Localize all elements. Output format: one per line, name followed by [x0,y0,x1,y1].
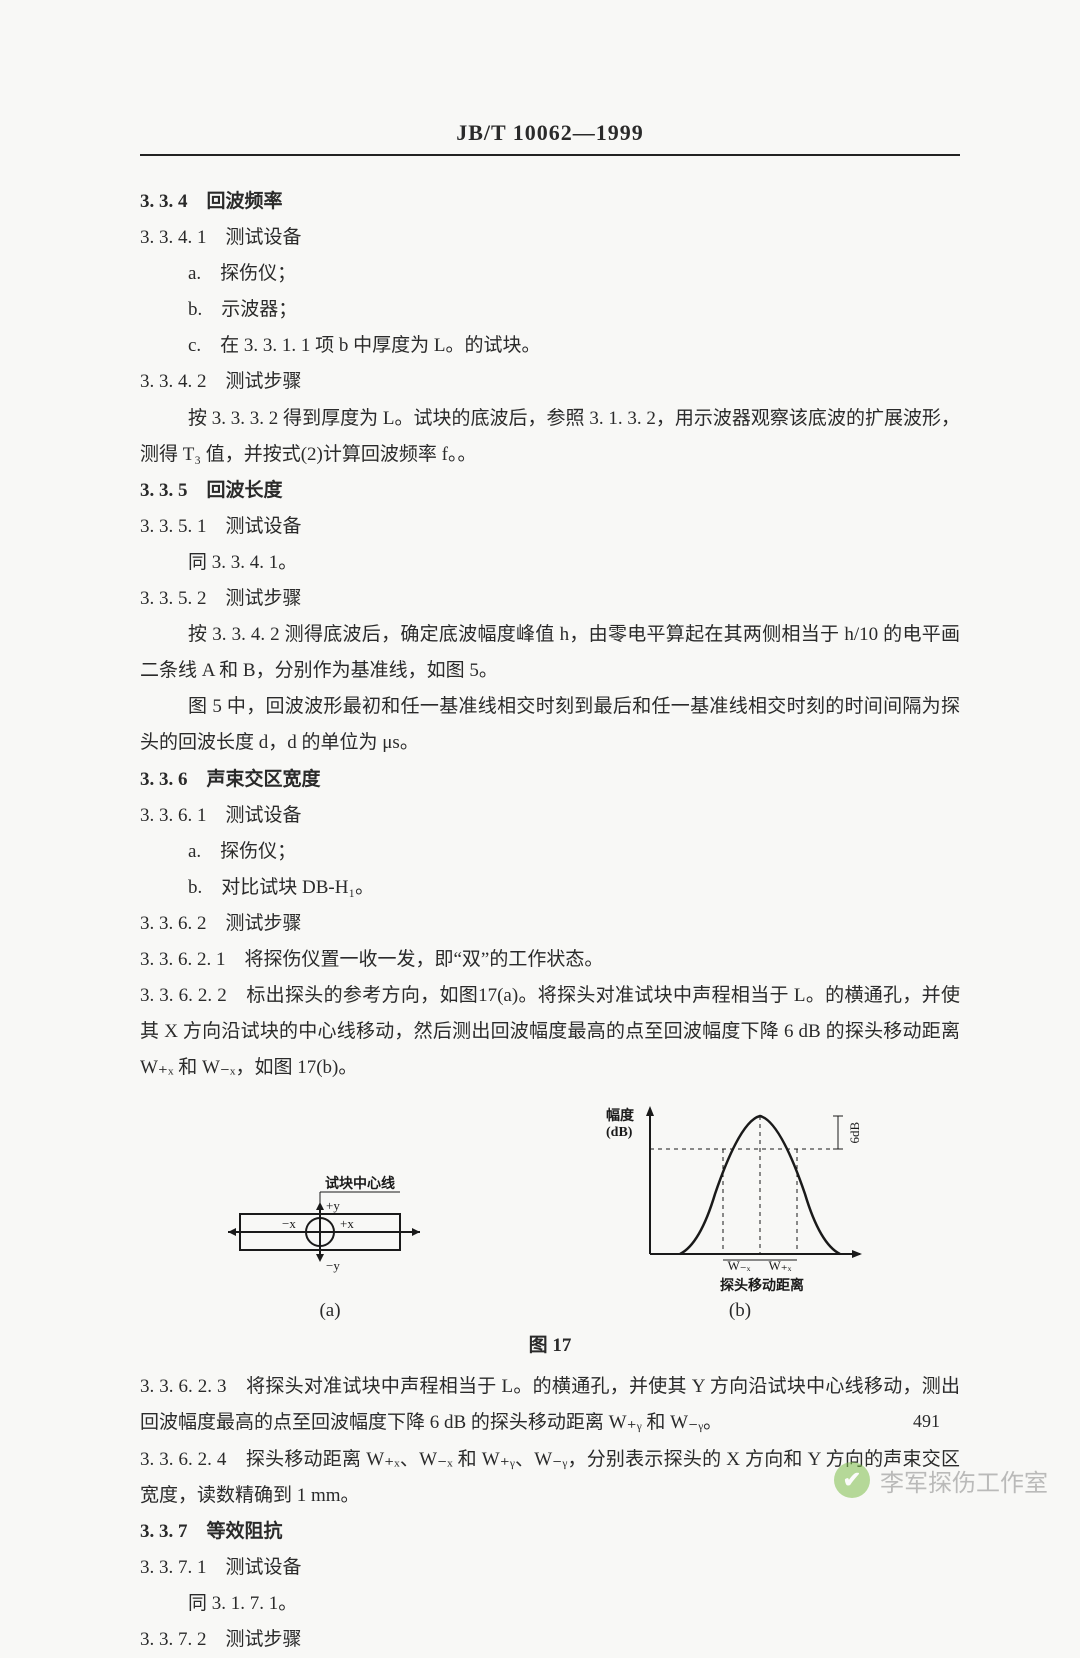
svg-text:(dB): (dB) [606,1125,633,1140]
sec-3-3-6-2-3: 3. 3. 6. 2. 3 将探头对准试块中声程相当于 L。的横通孔，并使其 Y… [140,1369,960,1441]
sec-3-3-6-2-2: 3. 3. 6. 2. 2 标出探头的参考方向，如图17(a)。将探头对准试块中… [140,978,960,1086]
svg-text:−x: −x [282,1216,296,1231]
svg-text:探头移动距离: 探头移动距离 [720,1277,804,1294]
item-c: c. 在 3. 3. 1. 1 项 b 中厚度为 L。的试块。 [140,328,960,364]
sec-3-3-7-1: 3. 3. 7. 1 测试设备 [140,1550,960,1586]
svg-text:6dB: 6dB [847,1122,862,1144]
item-a2: a. 探伤仪； [140,834,960,870]
para-3-3-5-2b: 图 5 中，回波波形最初和任一基准线相交时刻到最后和任一基准线相交时刻的时间间隔… [140,689,960,761]
para-3-3-7-1: 同 3. 1. 7. 1。 [140,1586,960,1622]
sec-3-3-4-2: 3. 3. 4. 2 测试步骤 [140,364,960,400]
sec-3-3-5: 3. 3. 5 回波长度 [140,473,960,509]
svg-text:−y: −y [326,1258,340,1273]
sec-3-3-6-2: 3. 3. 6. 2 测试步骤 [140,906,960,942]
watermark: ✔ 李军探伤工作室 [834,1462,1048,1498]
svg-text:幅度: 幅度 [606,1107,635,1124]
figure-17-row: 试块中心线+x−x+y−y (a) 幅度(dB)6dBW₋ₓW₊ₓ探头移动距离 … [140,1104,960,1322]
figure-17b-svg: 幅度(dB)6dBW₋ₓW₊ₓ探头移动距离 [600,1104,880,1294]
sec-3-3-5-2: 3. 3. 5. 2 测试步骤 [140,581,960,617]
svg-text:试块中心线: 试块中心线 [325,1175,395,1192]
sec-3-3-4-1: 3. 3. 4. 1 测试设备 [140,220,960,256]
para-3-3-5-2a: 按 3. 3. 4. 2 测得底波后，确定底波幅度峰值 h，由零电平算起在其两侧… [140,617,960,689]
sec-3-3-7: 3. 3. 7 等效阻抗 [140,1514,960,1550]
page-number: 491 [913,1411,940,1432]
figure-17a-caption: (a) [319,1300,340,1322]
watermark-icon: ✔ [834,1462,870,1498]
figure-17-main-caption: 图 17 [140,1330,960,1357]
para-3-3-5-1: 同 3. 3. 4. 1。 [140,545,960,581]
sec-3-3-6-1: 3. 3. 6. 1 测试设备 [140,798,960,834]
figure-17b-caption: (b) [729,1300,751,1322]
svg-text:+x: +x [340,1216,354,1231]
figure-17a-svg: 试块中心线 +x −x +y −y [220,1174,440,1294]
figure-17b: 幅度(dB)6dBW₋ₓW₊ₓ探头移动距离 (b) [600,1104,880,1322]
para-3-3-4-2: 按 3. 3. 3. 2 得到厚度为 L。试块的底波后，参照 3. 1. 3. … [140,401,960,473]
sec-3-3-6-2-1: 3. 3. 6. 2. 1 将探伤仪置一收一发，即“双”的工作状态。 [140,942,960,978]
sec-3-3-7-2: 3. 3. 7. 2 测试步骤 [140,1622,960,1658]
figure-17a: 试块中心线 +x −x +y −y (a) [220,1174,440,1322]
item-b: b. 示波器； [140,292,960,328]
svg-text:+y: +y [326,1198,340,1213]
sec-3-3-6: 3. 3. 6 声束交区宽度 [140,762,960,798]
item-b2: b. 对比试块 DB-H₁。 [140,870,960,906]
item-a: a. 探伤仪； [140,256,960,292]
sec-3-3-4: 3. 3. 4 回波频率 [140,184,960,220]
watermark-text: 李军探伤工作室 [880,1463,1048,1498]
standard-header: JB/T 10062—1999 [140,120,960,156]
sec-3-3-5-1: 3. 3. 5. 1 测试设备 [140,509,960,545]
